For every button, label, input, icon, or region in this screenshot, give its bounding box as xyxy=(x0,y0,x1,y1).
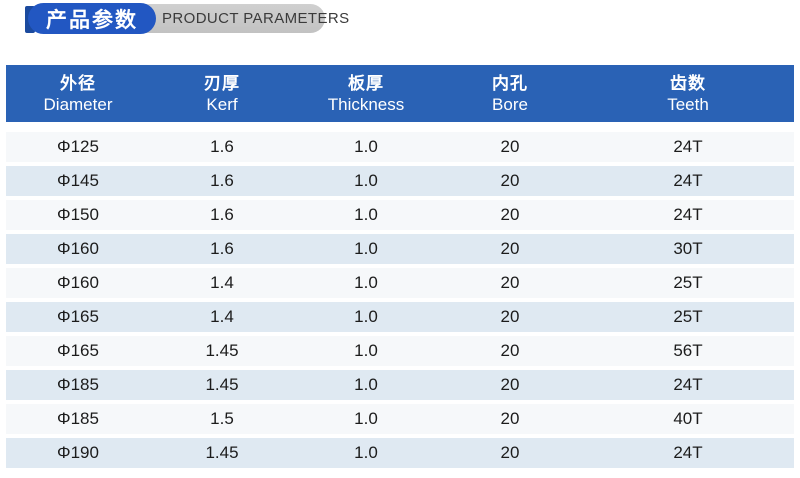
cell-bore: 20 xyxy=(500,341,520,360)
header-label-zh-kerf: 刃厚 xyxy=(204,73,240,93)
cell-diameter: Φ160 xyxy=(57,273,99,292)
cell-kerf: 1.45 xyxy=(205,341,239,360)
title-english: PRODUCT PARAMETERS xyxy=(162,10,350,27)
header-label-en-teeth: Teeth xyxy=(667,94,709,114)
title-section: PRODUCT PARAMETERS 产品参数 xyxy=(0,0,800,38)
cell-teeth: 24T xyxy=(673,375,703,394)
cell-bore: 20 xyxy=(500,307,520,326)
cell-kerf: 1.45 xyxy=(205,375,239,394)
table-row: Φ165 1.4 1.0 20 25T xyxy=(6,302,794,332)
header-cell-bore: 内孔 Bore xyxy=(438,73,582,115)
cell-bore: 20 xyxy=(500,205,520,224)
cell-teeth: 25T xyxy=(673,307,703,326)
cell-diameter: Φ160 xyxy=(57,239,99,258)
cell-teeth: 56T xyxy=(673,341,703,360)
cell-thickness: 1.0 xyxy=(354,205,378,224)
cell-thickness: 1.0 xyxy=(354,375,378,394)
table-row: Φ160 1.6 1.0 20 30T xyxy=(6,234,794,264)
cell-diameter: Φ190 xyxy=(57,443,99,462)
cell-kerf: 1.6 xyxy=(210,171,234,190)
header-cell-teeth: 齿数 Teeth xyxy=(582,73,794,115)
header-cell-thickness: 板厚 Thickness xyxy=(294,73,438,115)
cell-thickness: 1.0 xyxy=(354,273,378,292)
cell-thickness: 1.0 xyxy=(354,171,378,190)
cell-bore: 20 xyxy=(500,409,520,428)
cell-bore: 20 xyxy=(500,273,520,292)
cell-thickness: 1.0 xyxy=(354,409,378,428)
table-row: Φ165 1.45 1.0 20 56T xyxy=(6,336,794,366)
cell-kerf: 1.5 xyxy=(210,409,234,428)
cell-bore: 20 xyxy=(500,171,520,190)
header-label-en-diameter: Diameter xyxy=(43,94,113,114)
parameters-table: 外径 Diameter 刃厚 Kerf 板厚 Thickness 内孔 Bore 齿数 Teeth… xyxy=(6,65,794,468)
table-row: Φ145 1.6 1.0 20 24T xyxy=(6,166,794,196)
table-row: Φ190 1.45 1.0 20 24T xyxy=(6,438,794,468)
cell-bore: 20 xyxy=(500,239,520,258)
header-cell-kerf: 刃厚 Kerf xyxy=(150,73,294,115)
cell-diameter: Φ145 xyxy=(57,171,99,190)
cell-teeth: 24T xyxy=(673,171,703,190)
cell-diameter: Φ165 xyxy=(57,341,99,360)
header-label-zh-bore: 内孔 xyxy=(492,73,528,93)
header-label-en-bore: Bore xyxy=(492,94,528,114)
cell-diameter: Φ185 xyxy=(57,375,99,394)
cell-teeth: 30T xyxy=(673,239,703,258)
cell-bore: 20 xyxy=(500,443,520,462)
cell-thickness: 1.0 xyxy=(354,307,378,326)
header-cell-diameter: 外径 Diameter xyxy=(6,73,150,115)
table-header-row: 外径 Diameter 刃厚 Kerf 板厚 Thickness 内孔 Bore 齿数 Teeth xyxy=(6,65,794,122)
cell-teeth: 24T xyxy=(673,205,703,224)
cell-diameter: Φ165 xyxy=(57,307,99,326)
cell-bore: 20 xyxy=(500,137,520,156)
cell-kerf: 1.4 xyxy=(210,273,234,292)
cell-teeth: 24T xyxy=(673,137,703,156)
cell-diameter: Φ125 xyxy=(57,137,99,156)
table-row: Φ125 1.6 1.0 20 24T xyxy=(6,132,794,162)
table-row: Φ150 1.6 1.0 20 24T xyxy=(6,200,794,230)
table-row: Φ185 1.5 1.0 20 40T xyxy=(6,404,794,434)
title-badge: 产品参数 xyxy=(28,3,156,34)
cell-kerf: 1.6 xyxy=(210,239,234,258)
table-body: Φ125 1.6 1.0 20 24T Φ145 1.6 1.0 20 24T Φ150 1.6 1.0… xyxy=(6,132,794,468)
header-label-zh-teeth: 齿数 xyxy=(670,73,706,93)
table-row: Φ185 1.45 1.0 20 24T xyxy=(6,370,794,400)
header-label-zh-diameter: 外径 xyxy=(60,73,96,93)
table-row: Φ160 1.4 1.0 20 25T xyxy=(6,268,794,298)
cell-thickness: 1.0 xyxy=(354,239,378,258)
header-label-en-kerf: Kerf xyxy=(206,94,238,114)
header-label-zh-thickness: 板厚 xyxy=(348,73,384,93)
header-label-en-thickness: Thickness xyxy=(327,94,405,114)
cell-teeth: 24T xyxy=(673,443,703,462)
cell-diameter: Φ150 xyxy=(57,205,99,224)
cell-bore: 20 xyxy=(500,375,520,394)
cell-kerf: 1.6 xyxy=(210,205,234,224)
cell-kerf: 1.45 xyxy=(205,443,239,462)
cell-thickness: 1.0 xyxy=(354,341,378,360)
cell-teeth: 40T xyxy=(673,409,703,428)
cell-thickness: 1.0 xyxy=(354,137,378,156)
cell-kerf: 1.4 xyxy=(210,307,234,326)
cell-diameter: Φ185 xyxy=(57,409,99,428)
cell-kerf: 1.6 xyxy=(210,137,234,156)
cell-teeth: 25T xyxy=(673,273,703,292)
title-chinese: 产品参数 xyxy=(46,8,138,32)
cell-thickness: 1.0 xyxy=(354,443,378,462)
